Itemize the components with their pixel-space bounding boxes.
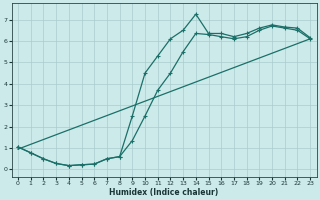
X-axis label: Humidex (Indice chaleur): Humidex (Indice chaleur) — [109, 188, 219, 197]
